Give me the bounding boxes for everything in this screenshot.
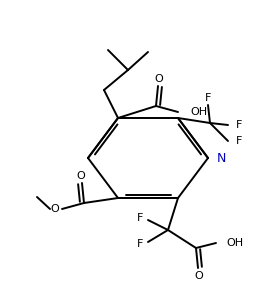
Text: OH: OH [190,107,207,117]
Text: O: O [195,271,203,281]
Text: F: F [137,239,143,249]
Text: F: F [236,120,242,130]
Text: O: O [77,171,85,181]
Text: F: F [205,93,211,103]
Text: F: F [236,136,242,146]
Text: OH: OH [226,238,243,248]
Text: N: N [217,153,226,166]
Text: F: F [137,213,143,223]
Text: O: O [51,204,59,214]
Text: O: O [155,74,163,84]
